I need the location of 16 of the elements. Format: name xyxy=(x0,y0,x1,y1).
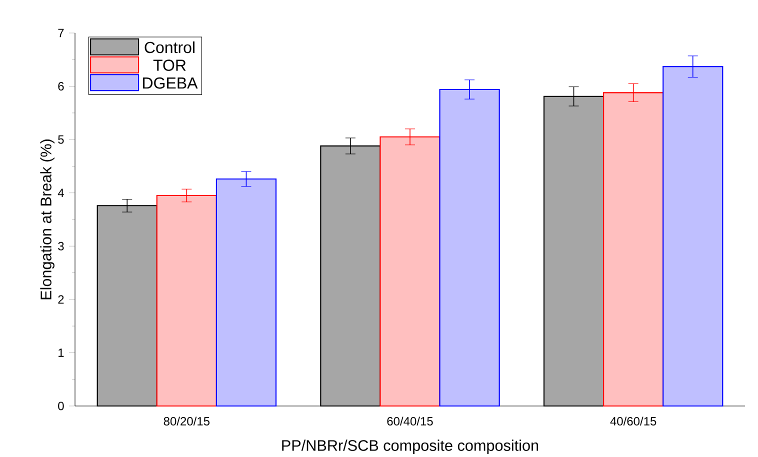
y-tick-label: 1 xyxy=(58,348,64,357)
x-tick-label: 40/60/15 xyxy=(610,416,656,426)
y-tick-label: 5 xyxy=(58,135,64,144)
y-tick-label: 4 xyxy=(58,188,64,197)
legend-label: Control xyxy=(144,41,194,54)
y-tick-label: 2 xyxy=(58,295,64,304)
y-tick-label: 6 xyxy=(58,82,64,91)
legend-label: TOR xyxy=(153,60,186,71)
x-tick-label: 60/40/15 xyxy=(387,416,433,426)
y-tick-label: 7 xyxy=(58,28,64,38)
y-tick-label: 0 xyxy=(58,402,64,410)
x-axis-title: PP/NBRr/SCB composite composition xyxy=(282,440,538,454)
legend-label: DGEBA xyxy=(143,77,198,89)
y-tick-label: 3 xyxy=(58,242,64,250)
x-tick-label: 80/20/15 xyxy=(164,416,210,426)
y-axis-title: Elongation at Break (%) xyxy=(40,140,54,300)
